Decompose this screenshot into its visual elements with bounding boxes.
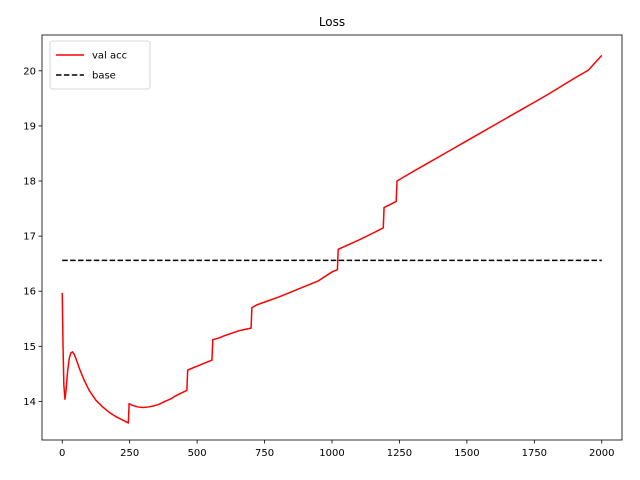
x-tick-label: 1250 — [387, 448, 412, 459]
x-axis: 0 250 500 750 1000 1250 1500 1750 2000 — [59, 440, 614, 459]
x-tick-label: 250 — [120, 448, 139, 459]
plot-series — [61, 54, 603, 424]
x-tick-label: 1750 — [522, 448, 547, 459]
plot-frame — [41, 34, 623, 441]
legend-label: val acc — [92, 51, 127, 62]
x-tick-label: 0 — [59, 448, 65, 459]
x-tick-label: 2000 — [589, 448, 614, 459]
legend-box — [49, 40, 151, 90]
y-tick-label: 18 — [23, 177, 36, 188]
x-tick-label: 1500 — [454, 448, 479, 459]
y-axis: 14 15 16 17 18 19 20 — [23, 66, 42, 408]
y-tick-label: 20 — [23, 66, 36, 77]
y-tick-label: 19 — [23, 121, 36, 132]
x-tick-label: 1000 — [319, 448, 344, 459]
legend: val acc base — [49, 40, 151, 90]
y-tick-label: 15 — [23, 342, 36, 353]
series-line-val-acc — [61, 54, 603, 424]
y-tick-label: 16 — [23, 287, 36, 298]
legend-label: base — [92, 71, 116, 82]
y-tick-label: 17 — [23, 232, 36, 243]
y-tick-label: 14 — [23, 397, 36, 408]
chart-title: Loss — [319, 15, 345, 29]
x-tick-label: 750 — [255, 448, 274, 459]
x-tick-label: 500 — [188, 448, 207, 459]
